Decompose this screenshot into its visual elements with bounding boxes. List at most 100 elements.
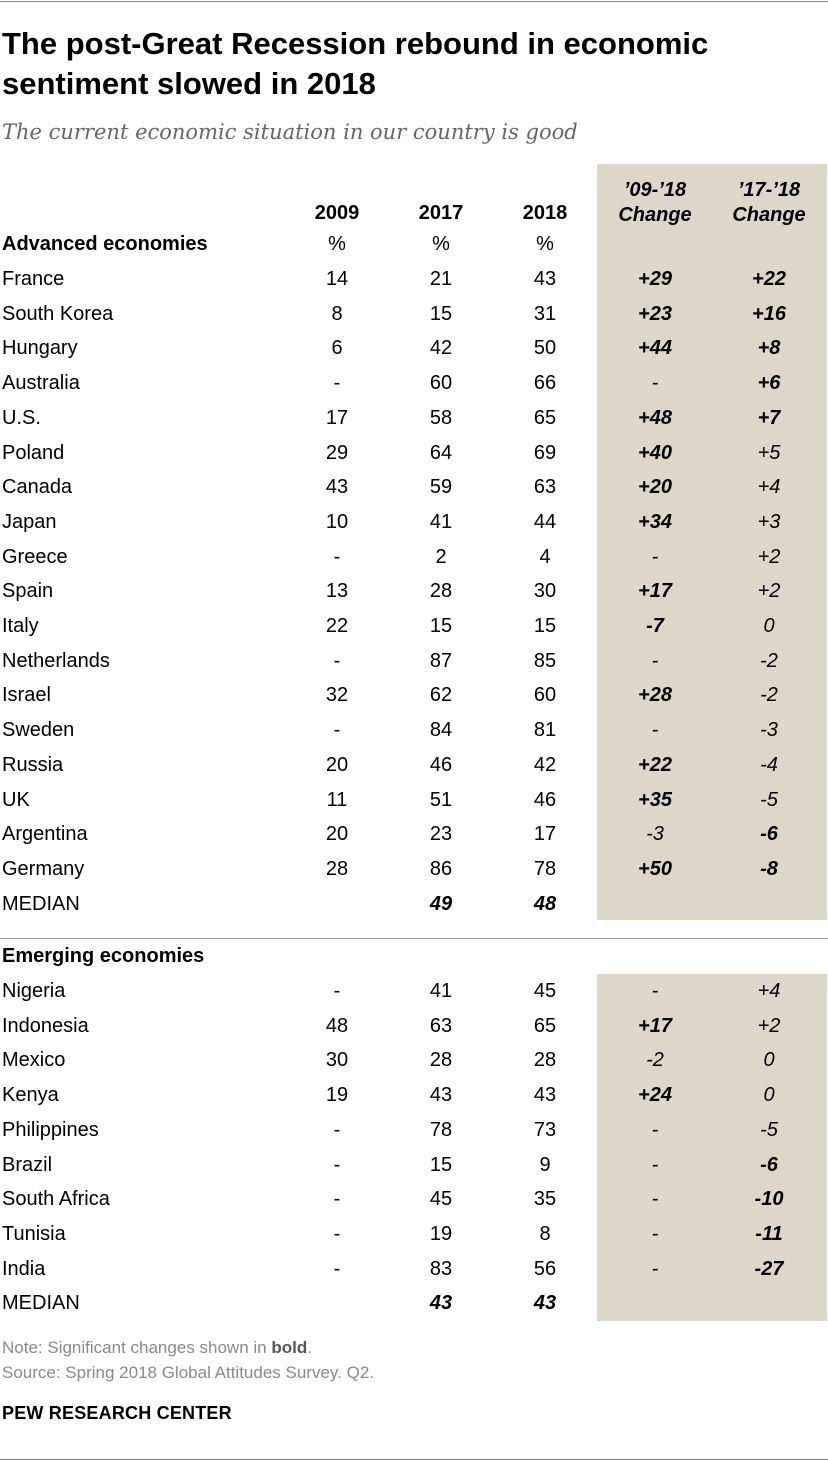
country-name: France [2,268,65,290]
table-row: Philippines - 78 73 - -5 [0,1113,828,1147]
note-bold: bold [271,1338,308,1357]
bottom-rule [0,1459,828,1460]
median-2018: 48 [533,892,557,915]
value-2009: 43 [325,476,349,499]
chart-title: The post-Great Recession rebound in econ… [2,26,709,101]
value-2017: 58 [429,406,453,429]
change-1718: +16 [752,302,786,325]
country-name: Philippines [2,1118,99,1141]
value-2017: 51 [429,788,453,811]
change-0918: - [651,1222,659,1245]
value-2018: 63 [533,476,557,499]
country-name: UK [2,788,30,811]
header-change-1718: ’17-’18 Change [714,178,824,228]
table-row: Germany 28 86 78 +50 -8 [0,852,828,886]
value-2009: - [333,649,341,672]
country-name: Poland [2,441,65,464]
pct-2018: % [536,233,554,255]
table-row: Indonesia 48 63 65 +17 +2 [0,1009,828,1043]
country-name: Hungary [2,337,78,360]
value-2018: 66 [533,372,557,395]
value-2017: 15 [429,302,453,325]
change-0918: - [651,719,659,742]
country-name: Sweden [2,719,75,742]
value-2018: 50 [533,337,557,360]
change-0918: +22 [638,753,672,776]
table-row: Hungary 6 42 50 +44 +8 [0,331,828,365]
note-text: Note: Significant changes shown in bold. [2,1338,312,1358]
value-2009: 6 [331,337,343,360]
median-row: MEDIAN 49 48 [0,887,828,921]
value-2009: 17 [325,406,349,429]
change-1718: 0 [763,1049,775,1072]
value-2018: 30 [533,580,557,603]
change-0918: +48 [638,406,672,429]
country-name: Israel [2,684,51,707]
country-name: Japan [2,510,57,533]
value-2018: 9 [539,1153,551,1176]
value-2017: 60 [429,372,453,395]
median-2017: 43 [429,1292,453,1315]
change-1718: +22 [752,268,786,290]
value-2017: 15 [429,615,453,637]
country-name: Germany [2,857,85,880]
value-2017: 19 [429,1222,453,1245]
value-2009: 20 [325,753,349,776]
value-2009: - [333,1222,341,1245]
value-2009: 48 [325,1014,349,1037]
table-row: Netherlands - 87 85 - -2 [0,644,828,678]
change-0918: +34 [638,510,672,533]
table-row: Japan 10 41 44 +34 +3 [0,505,828,539]
change-1718: -2 [760,684,778,707]
table-row: South Africa - 45 35 - -10 [0,1182,828,1216]
change-shade-advanced [597,164,827,920]
value-2009: 10 [325,510,349,533]
value-2018: 69 [533,441,557,464]
value-2017: 15 [429,1153,453,1176]
change-1718: +2 [757,580,781,603]
change-0918: - [651,1118,659,1141]
table-row: Spain 13 28 30 +17 +2 [0,574,828,608]
change-1718: -8 [760,857,778,880]
change-1718: -3 [760,719,778,742]
value-2017: 21 [429,268,453,290]
country-name: South Korea [2,302,114,325]
header-2009: 2009 [314,202,360,224]
table-row: Tunisia - 19 8 - -11 [0,1217,828,1251]
value-2009: - [333,545,341,568]
country-name: Argentina [2,823,88,846]
country-name: Brazil [2,1153,53,1176]
table-row: Israel 32 62 60 +28 -2 [0,678,828,712]
change-1718: +2 [757,545,781,568]
change-1718: +7 [757,406,781,429]
value-2017: 43 [429,1084,453,1107]
value-2017: 28 [429,580,453,603]
value-2017: 2 [435,545,447,568]
change-1718: -4 [760,753,778,776]
value-2009: 30 [325,1049,349,1072]
value-2017: 63 [429,1014,453,1037]
value-2017: 28 [429,1049,453,1072]
value-2018: 81 [533,719,557,742]
country-name: Netherlands [2,649,110,672]
source-text: Source: Spring 2018 Global Attitudes Sur… [2,1363,375,1382]
note-suffix: . [307,1338,312,1357]
value-2018: 46 [533,788,557,811]
header-change-0918: ’09-’18 Change [600,178,710,228]
value-2018: 78 [533,857,557,880]
country-name: U.S. [2,406,41,429]
country-name: Canada [2,476,73,499]
table-row: France 14 21 43 +29 +22 [0,262,828,296]
header-2018: 2018 [522,202,568,224]
table-row: Australia - 60 66 - +6 [0,366,828,400]
value-2009: 19 [325,1084,349,1107]
table-row: Italy 22 15 15 -7 0 [0,609,828,643]
change-1718: -5 [760,1118,778,1141]
note-prefix: Note: Significant changes shown in [2,1338,272,1357]
value-2009: 20 [325,823,349,846]
value-2017: 83 [429,1257,453,1280]
value-2009: 14 [325,268,349,290]
value-2017: 62 [429,684,453,707]
header-2017: 2017 [418,202,464,224]
median-row: MEDIAN 43 43 [0,1286,828,1320]
